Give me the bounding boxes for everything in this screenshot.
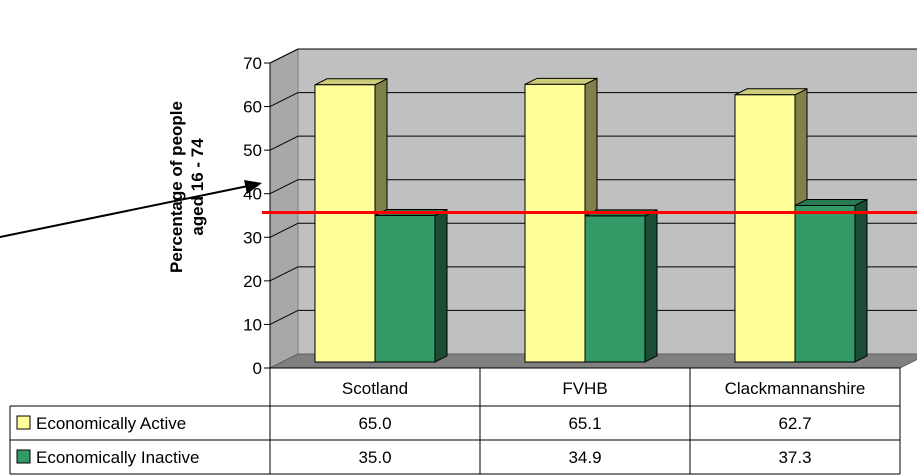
bar-top xyxy=(794,198,868,206)
data-label: 65.0 xyxy=(358,414,391,433)
y-tick-label: 70 xyxy=(243,54,262,73)
bar xyxy=(374,215,436,363)
data-label: 62.7 xyxy=(778,414,811,433)
y-tick-label: 0 xyxy=(253,359,262,378)
gridline-diagonal xyxy=(269,48,299,64)
bar xyxy=(314,84,376,363)
y-tick-label: 10 xyxy=(243,315,262,334)
bar-top xyxy=(314,78,388,86)
gridline-diagonal xyxy=(269,266,299,282)
annotations xyxy=(0,180,917,238)
y-tick-label: 60 xyxy=(243,98,262,117)
gridline-diagonal xyxy=(269,179,299,195)
data-label: 37.3 xyxy=(778,448,811,467)
side-wall xyxy=(269,48,299,369)
legend-swatch xyxy=(16,415,31,430)
y-axis-label-line-2: aged 16 - 74 xyxy=(188,138,207,236)
bar-top xyxy=(524,77,598,85)
bar xyxy=(794,204,856,363)
y-tick-label: 30 xyxy=(243,228,262,247)
legend-swatch xyxy=(16,449,31,464)
legend-label: Economically Inactive xyxy=(36,448,199,467)
gridline-diagonal xyxy=(269,222,299,238)
y-tick-label: 50 xyxy=(243,141,262,160)
bar xyxy=(734,94,796,363)
data-label: 65.1 xyxy=(568,414,601,433)
category-label: Clackmannanshire xyxy=(725,379,866,398)
data-label: 35.0 xyxy=(358,448,391,467)
data-table: Scotland FVHB Clackmannanshire Economically… xyxy=(9,367,901,475)
y-axis-label-line-1: Percentage of people xyxy=(167,101,186,273)
bar xyxy=(524,83,586,363)
bar-side xyxy=(644,209,658,363)
annotation-arrow xyxy=(0,185,249,238)
y-tick-label: 20 xyxy=(243,272,262,291)
gridline-diagonal xyxy=(269,92,299,108)
bar xyxy=(584,215,646,363)
category-label: Scotland xyxy=(342,379,408,398)
legend-label: Economically Active xyxy=(36,414,186,433)
bar-side xyxy=(434,208,448,363)
category-label: FVHB xyxy=(562,379,607,398)
bars xyxy=(314,77,868,363)
bar-top xyxy=(734,88,808,96)
gridline-diagonal xyxy=(269,309,299,325)
arrowhead xyxy=(244,180,262,194)
bar-side xyxy=(854,198,868,363)
gridline-diagonal xyxy=(269,135,299,151)
data-label: 34.9 xyxy=(568,448,601,467)
